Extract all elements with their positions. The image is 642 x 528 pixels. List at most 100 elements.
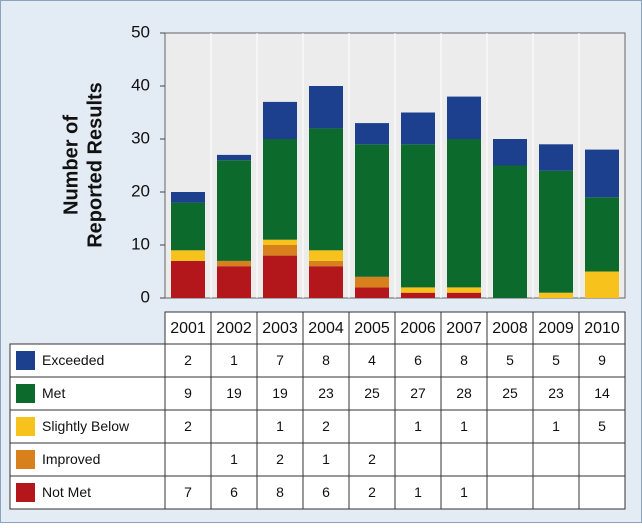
table-value: 8	[322, 352, 330, 368]
legend-label: Not Met	[42, 484, 91, 500]
table-value: 6	[414, 352, 422, 368]
table-value: 2	[322, 418, 330, 434]
bar-segment	[171, 250, 205, 261]
table-value: 25	[502, 385, 518, 401]
bar-segment	[401, 292, 435, 298]
table-value: 1	[322, 451, 330, 467]
y-tick-label: 20	[131, 181, 150, 200]
bar-segment	[217, 266, 251, 298]
bar-segment	[355, 123, 389, 145]
x-tick-label: 2008	[492, 320, 528, 337]
bar-segment	[309, 260, 343, 267]
bar-segment	[447, 287, 481, 293]
table-value: 1	[414, 418, 422, 434]
table-value: 5	[506, 352, 514, 368]
table-value: 1	[414, 484, 422, 500]
bar-segment	[585, 197, 619, 272]
table-frame	[9, 343, 626, 510]
x-tick-label: 2003	[262, 320, 298, 337]
y-tick-label: 50	[131, 22, 150, 41]
legend-swatch	[16, 417, 35, 436]
bar-segment	[309, 250, 343, 261]
table-value: 8	[276, 484, 284, 500]
legend-swatch	[16, 483, 35, 502]
bar-segment	[217, 154, 251, 161]
x-tick-label: 2001	[170, 320, 206, 337]
bar-segment	[585, 149, 619, 198]
table-value: 1	[460, 484, 468, 500]
bar-segment	[355, 276, 389, 288]
bar-segment	[401, 287, 435, 293]
y-tick-label: 10	[131, 234, 150, 253]
bar-segment	[539, 292, 573, 298]
table-value: 14	[594, 385, 610, 401]
table-value: 9	[598, 352, 606, 368]
x-tick-label: 2005	[354, 320, 390, 337]
x-tick-label: 2006	[400, 320, 436, 337]
table-value: 2	[184, 418, 192, 434]
table-value: 19	[272, 385, 288, 401]
bar-segment	[217, 160, 251, 261]
bar-segment	[539, 144, 573, 171]
table-value: 2	[184, 352, 192, 368]
bar-segment	[263, 245, 297, 256]
y-tick-label: 30	[131, 128, 150, 147]
x-tick-label: 2004	[308, 320, 344, 337]
bar-segment	[263, 139, 297, 240]
bar-segment	[171, 192, 205, 203]
x-tick-label: 2002	[216, 320, 252, 337]
bar-segment	[447, 139, 481, 288]
table-value: 6	[230, 484, 238, 500]
bar-segment	[493, 139, 527, 166]
legend-swatch	[16, 351, 35, 370]
table-value: 1	[276, 418, 284, 434]
table-value: 7	[184, 484, 192, 500]
bar-segment	[309, 266, 343, 298]
bar-segment	[217, 260, 251, 267]
table-value: 9	[184, 385, 192, 401]
bar-segment	[401, 144, 435, 288]
bar-segment	[263, 101, 297, 139]
table-value: 23	[548, 385, 564, 401]
table-value: 2	[368, 451, 376, 467]
bar-segment	[171, 202, 205, 251]
bar-segment	[585, 271, 619, 298]
legend-swatch	[16, 384, 35, 403]
table-value: 1	[552, 418, 560, 434]
y-tick-label: 0	[141, 287, 150, 306]
legend-swatch	[16, 450, 35, 469]
legend-label: Met	[42, 385, 65, 401]
bar-segment	[355, 287, 389, 298]
bar-segment	[263, 255, 297, 298]
table-value: 23	[318, 385, 334, 401]
legend-label: Slightly Below	[42, 418, 130, 434]
table-value: 8	[460, 352, 468, 368]
table-value: 25	[364, 385, 380, 401]
bar-segment	[401, 112, 435, 145]
table-value: 1	[230, 451, 238, 467]
bar-segment	[447, 96, 481, 139]
bar-segment	[309, 86, 343, 129]
table-value: 1	[460, 418, 468, 434]
legend-label: Exceeded	[42, 352, 104, 368]
table-value: 19	[226, 385, 242, 401]
legend-label: Improved	[42, 451, 100, 467]
table-value: 5	[598, 418, 606, 434]
table-value: 2	[368, 484, 376, 500]
table-value: 7	[276, 352, 284, 368]
table-value: 1	[230, 352, 238, 368]
x-tick-label: 2007	[446, 320, 482, 337]
bar-segment	[309, 128, 343, 251]
bar-segment	[447, 292, 481, 298]
table-value: 4	[368, 352, 376, 368]
bar-segment	[171, 260, 205, 298]
table-value: 28	[456, 385, 472, 401]
bar-segment	[263, 239, 297, 245]
y-tick-label: 40	[131, 75, 150, 94]
x-tick-label: 2010	[584, 320, 620, 337]
table-value: 27	[410, 385, 426, 401]
table-value: 6	[322, 484, 330, 500]
table-value: 5	[552, 352, 560, 368]
bar-segment	[493, 165, 527, 298]
